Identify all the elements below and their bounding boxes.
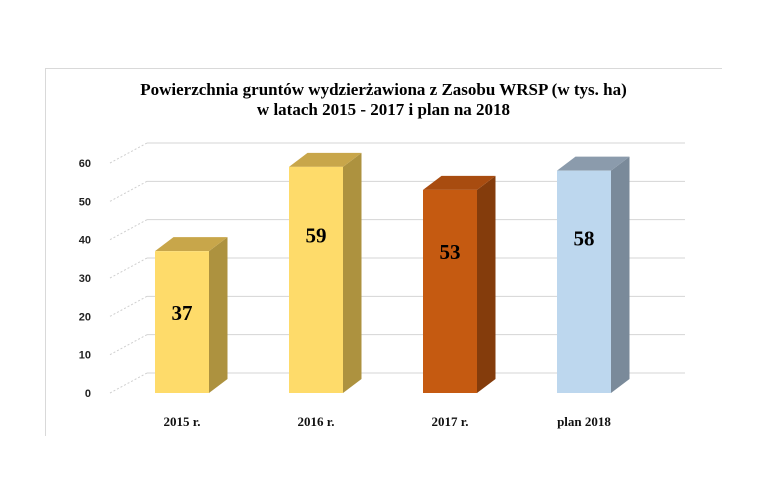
- bar-side: [343, 152, 362, 393]
- chart-frame: [45, 68, 722, 436]
- y-tick-label: 50: [79, 196, 91, 208]
- bar-front: [289, 166, 343, 393]
- data-label: 58: [574, 226, 595, 250]
- chart-title-line-1: Powierzchnia gruntów wydzierżawiona z Za…: [140, 80, 627, 99]
- chart-title-line-2: w latach 2015 - 2017 i plan na 2018: [256, 100, 511, 119]
- gridline-diagonal: [109, 219, 148, 241]
- y-tick-label: 60: [79, 158, 91, 170]
- chart-title: Powierzchnia gruntów wydzierżawiona z Za…: [45, 80, 722, 120]
- bar-top: [289, 152, 362, 167]
- y-tick-label: 10: [79, 350, 91, 362]
- bar: [423, 175, 496, 393]
- data-label: 59: [306, 224, 327, 248]
- bar-side: [209, 237, 228, 393]
- gridline-diagonal: [109, 295, 148, 317]
- y-tick-label: 20: [79, 311, 91, 323]
- data-label: 37: [172, 301, 193, 325]
- bar-front: [557, 170, 611, 393]
- x-tick-label: 2015 r.: [163, 414, 200, 429]
- bar-top: [155, 237, 228, 252]
- bar-side: [611, 156, 630, 393]
- x-tick-label: 2017 r.: [431, 414, 468, 429]
- gridline-diagonal: [109, 334, 148, 356]
- y-tick-label: 30: [79, 273, 91, 285]
- gridline-diagonal: [109, 372, 148, 394]
- bar-top: [423, 175, 496, 190]
- x-tick-label: plan 2018: [557, 414, 611, 429]
- data-label: 53: [440, 240, 461, 264]
- gridline-diagonal: [109, 142, 148, 164]
- gridline-diagonal: [109, 180, 148, 202]
- y-tick-label: 0: [85, 388, 91, 400]
- bar: [289, 152, 362, 393]
- gridline-diagonal: [109, 257, 148, 279]
- bar-front: [423, 189, 477, 393]
- bar-side: [477, 175, 496, 393]
- bar: [155, 237, 228, 393]
- bar-top: [557, 156, 630, 171]
- bar: [557, 156, 630, 393]
- x-tick-label: 2016 r.: [297, 414, 334, 429]
- y-tick-label: 40: [79, 235, 91, 247]
- bar-front: [155, 251, 209, 393]
